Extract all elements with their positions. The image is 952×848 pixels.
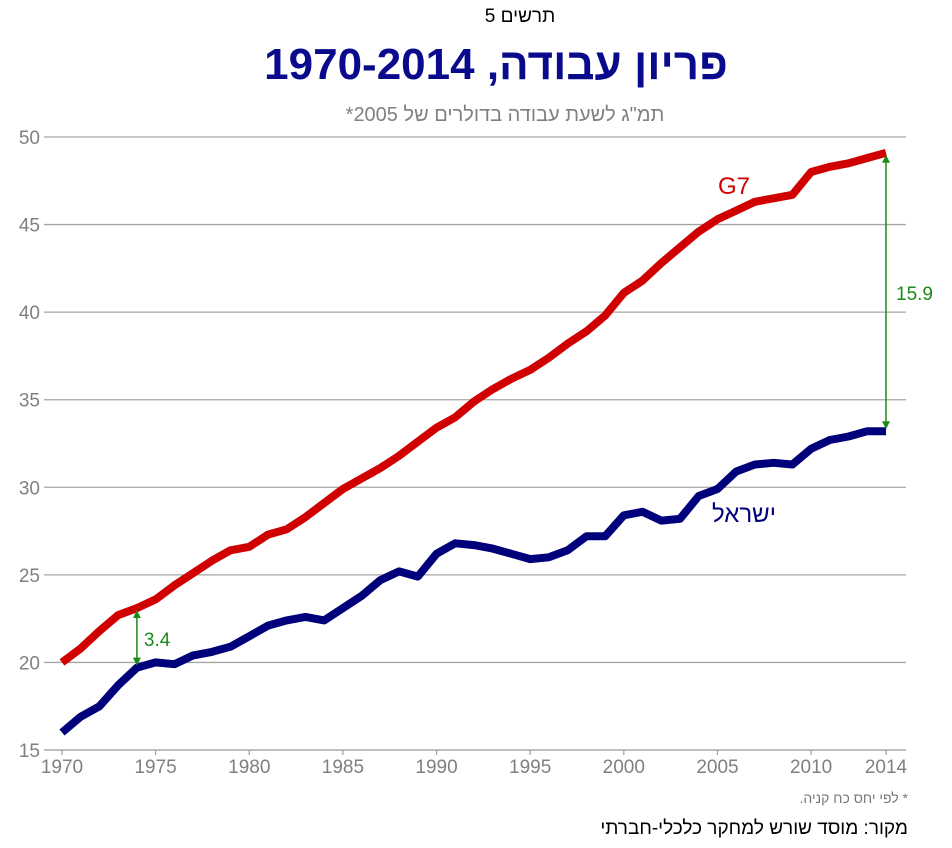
gap-annotations: 3.4 15.9 [132,154,933,666]
x-tick-label: 1970 [41,757,83,778]
chart-title: פריון עבודה, 1970-2014 [264,40,728,89]
y-tick-label: 40 [19,303,40,324]
x-tick-label: 1995 [509,757,551,778]
x-axis-ticks: 1970 1975 1980 1985 1990 1995 2000 2005 2010 2014 [41,749,908,778]
g7-line [59,148,888,666]
y-axis-ticks: 15 20 25 30 35 40 45 50 [19,128,40,762]
x-tick-label: 1985 [322,757,364,778]
line-chart: 15 20 25 30 35 40 45 50 1970 1975 1980 1985 1990 199… [19,128,933,778]
series-label-g7: G7 [718,173,750,200]
series-label-israel: ישראל [712,501,776,528]
y-tick-label: 45 [19,216,40,237]
y-tick-label: 35 [19,391,40,412]
x-tick-label: 1980 [228,757,270,778]
gap-label: 3.4 [144,630,171,651]
x-tick-label: 2010 [790,757,832,778]
y-tick-label: 15 [19,741,40,762]
y-tick-label: 30 [19,478,40,499]
series-labels: G7 ישראל [712,173,776,528]
x-tick-label: 2014 [865,757,908,778]
chart-subtitle: תמ"ג לשעת עבודה בדולרים של 2005* [345,104,665,126]
x-tick-label: 1990 [415,757,457,778]
y-tick-label: 20 [19,653,40,674]
x-tick-label: 2000 [603,757,645,778]
source-note: מקור: מוסד שורש למחקר כלכלי-חברתי [600,818,908,839]
x-tick-label: 2005 [696,757,738,778]
y-tick-label: 50 [19,128,40,149]
figure-label: תרשים 5 [484,6,556,27]
israel-line [59,427,886,736]
footnote: * לפי יחס כח קניה. [799,790,908,806]
series-lines [59,148,888,736]
y-tick-label: 25 [19,566,40,587]
gridlines [44,136,906,751]
x-tick-label: 1975 [134,757,176,778]
gap-label: 15.9 [896,284,933,305]
